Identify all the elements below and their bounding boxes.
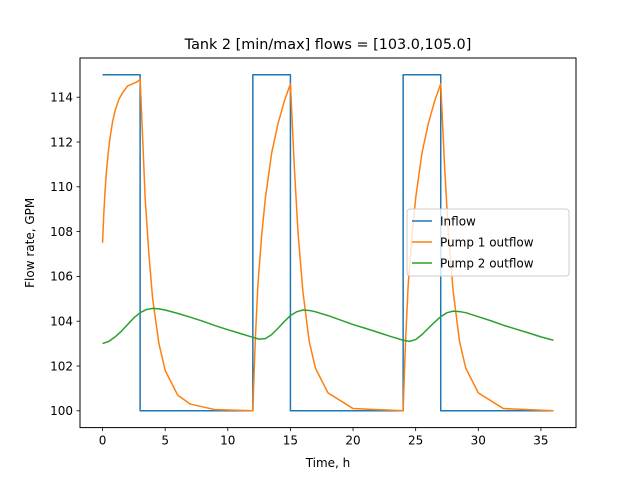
x-tick-label: 35 (533, 434, 548, 448)
x-axis-label: Time, h (305, 456, 351, 470)
y-tick-label: 112 (50, 135, 73, 149)
y-tick-label: 104 (50, 315, 73, 329)
legend-label-pump-2-outflow: Pump 2 outflow (440, 256, 534, 270)
x-tick-label: 15 (283, 434, 298, 448)
y-tick-label: 114 (50, 91, 73, 105)
y-tick-label: 102 (50, 359, 73, 373)
legend-label-inflow: Inflow (440, 214, 476, 228)
x-tick-label: 20 (345, 434, 360, 448)
y-tick-label: 110 (50, 180, 73, 194)
y-tick-label: 100 (50, 404, 73, 418)
x-tick-label: 25 (408, 434, 423, 448)
x-tick-label: 0 (99, 434, 107, 448)
y-axis-label: Flow rate, GPM (23, 198, 37, 288)
chart-title: Tank 2 [min/max] flows = [103.0,105.0] (184, 37, 472, 53)
x-tick-label: 10 (220, 434, 235, 448)
y-tick-label: 108 (50, 225, 73, 239)
legend: Inflow Pump 1 outflow Pump 2 outflow (407, 209, 569, 276)
legend-label-pump-1-outflow: Pump 1 outflow (440, 235, 534, 249)
y-tick-label: 106 (50, 270, 73, 284)
x-tick-label: 30 (471, 434, 486, 448)
x-tick-label: 5 (161, 434, 169, 448)
